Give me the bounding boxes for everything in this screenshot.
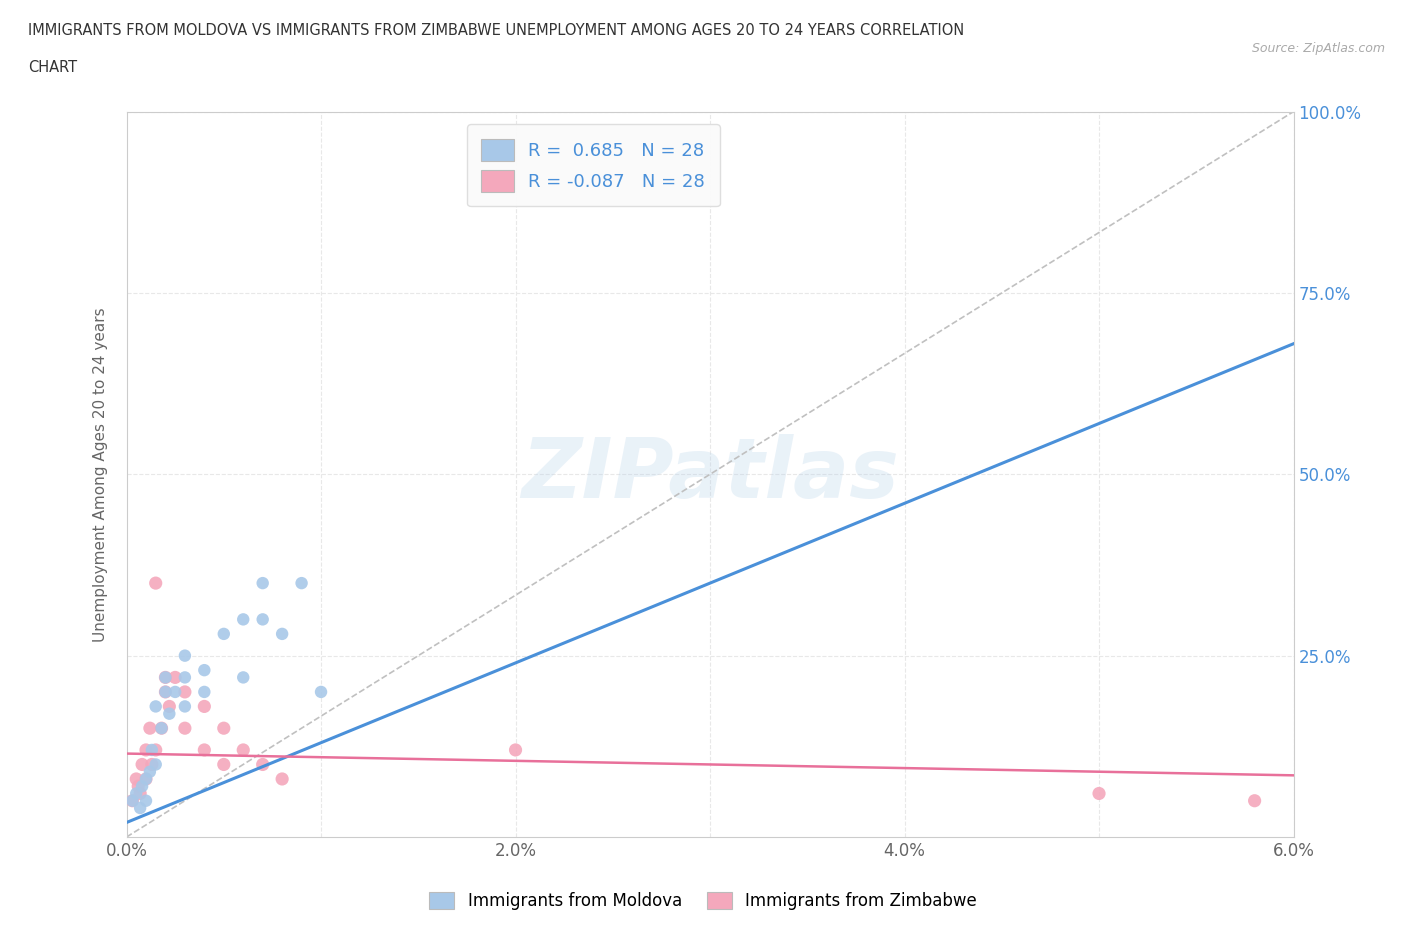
- Point: [212, 627, 235, 642]
- Point: [129, 801, 152, 816]
- Point: [505, 742, 527, 757]
- Text: Source: ZipAtlas.com: Source: ZipAtlas.com: [1251, 42, 1385, 55]
- Point: [125, 786, 148, 801]
- Point: [135, 793, 157, 808]
- Point: [174, 648, 197, 663]
- Point: [155, 670, 177, 684]
- Point: [155, 684, 177, 699]
- Legend: Immigrants from Moldova, Immigrants from Zimbabwe: Immigrants from Moldova, Immigrants from…: [422, 885, 984, 917]
- Point: [193, 684, 215, 699]
- Point: [139, 721, 162, 736]
- Point: [145, 742, 167, 757]
- Point: [131, 757, 153, 772]
- Point: [165, 684, 187, 699]
- Point: [271, 627, 294, 642]
- Point: [193, 742, 215, 757]
- Point: [252, 757, 274, 772]
- Point: [150, 721, 173, 736]
- Point: [174, 699, 197, 714]
- Point: [155, 670, 177, 684]
- Point: [232, 670, 254, 684]
- Point: [252, 576, 274, 591]
- Point: [309, 684, 332, 699]
- Point: [271, 772, 294, 787]
- Point: [212, 721, 235, 736]
- Point: [174, 684, 197, 699]
- Point: [212, 757, 235, 772]
- Point: [150, 721, 173, 736]
- Point: [174, 721, 197, 736]
- Point: [141, 757, 163, 772]
- Point: [127, 778, 149, 793]
- Point: [145, 699, 167, 714]
- Point: [252, 612, 274, 627]
- Point: [232, 742, 254, 757]
- Point: [290, 576, 312, 591]
- Point: [165, 670, 187, 684]
- Point: [232, 612, 254, 627]
- Point: [145, 757, 167, 772]
- Point: [135, 742, 157, 757]
- Point: [125, 772, 148, 787]
- Point: [131, 778, 153, 793]
- Text: CHART: CHART: [28, 60, 77, 75]
- Text: IMMIGRANTS FROM MOLDOVA VS IMMIGRANTS FROM ZIMBABWE UNEMPLOYMENT AMONG AGES 20 T: IMMIGRANTS FROM MOLDOVA VS IMMIGRANTS FR…: [28, 23, 965, 38]
- Point: [1243, 793, 1265, 808]
- Point: [141, 742, 163, 757]
- Point: [1088, 786, 1111, 801]
- Point: [157, 699, 180, 714]
- Point: [121, 793, 143, 808]
- Point: [135, 772, 157, 787]
- Y-axis label: Unemployment Among Ages 20 to 24 years: Unemployment Among Ages 20 to 24 years: [93, 307, 108, 642]
- Point: [129, 786, 152, 801]
- Point: [135, 772, 157, 787]
- Point: [155, 684, 177, 699]
- Legend: R =  0.685   N = 28, R = -0.087   N = 28: R = 0.685 N = 28, R = -0.087 N = 28: [467, 125, 720, 206]
- Point: [145, 576, 167, 591]
- Point: [174, 670, 197, 684]
- Text: ZIPatlas: ZIPatlas: [522, 433, 898, 515]
- Point: [193, 699, 215, 714]
- Point: [121, 793, 143, 808]
- Point: [193, 663, 215, 678]
- Point: [157, 706, 180, 721]
- Point: [139, 764, 162, 779]
